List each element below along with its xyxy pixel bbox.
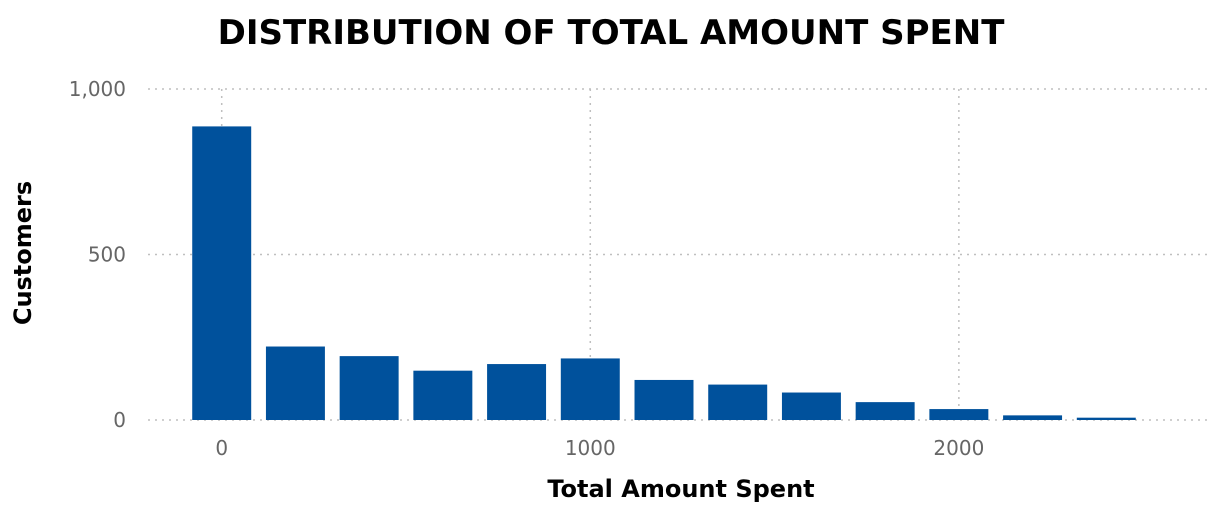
histogram-bar	[265, 346, 325, 420]
histogram-bar	[1003, 415, 1063, 420]
histogram-bar	[1076, 417, 1136, 420]
bars	[192, 126, 1136, 420]
histogram-bar	[192, 126, 252, 420]
x-axis-title: Total Amount Spent	[547, 475, 814, 503]
y-tick-label: 500	[88, 243, 126, 267]
histogram-bar	[634, 379, 694, 420]
histogram-bar	[413, 370, 473, 420]
x-axis-ticks: 0 1000 2000	[215, 436, 984, 460]
chart-title: DISTRIBUTION OF TOTAL AMOUNT SPENT	[218, 13, 1006, 53]
histogram-bar	[855, 402, 915, 420]
x-tick-label: 0	[215, 436, 228, 460]
histogram-bar	[487, 364, 547, 420]
histogram-bar	[781, 392, 841, 420]
histogram-bar	[708, 384, 768, 420]
histogram-bar	[929, 409, 989, 420]
y-axis-ticks: 0 500 1,000	[69, 77, 126, 432]
x-tick-label: 2000	[933, 436, 984, 460]
histogram-bar	[560, 358, 620, 420]
y-tick-label: 0	[113, 408, 126, 432]
histogram-bar	[339, 356, 399, 420]
x-tick-label: 1000	[565, 436, 616, 460]
y-tick-label: 1,000	[69, 77, 126, 101]
y-axis-title: Customers	[9, 181, 37, 325]
